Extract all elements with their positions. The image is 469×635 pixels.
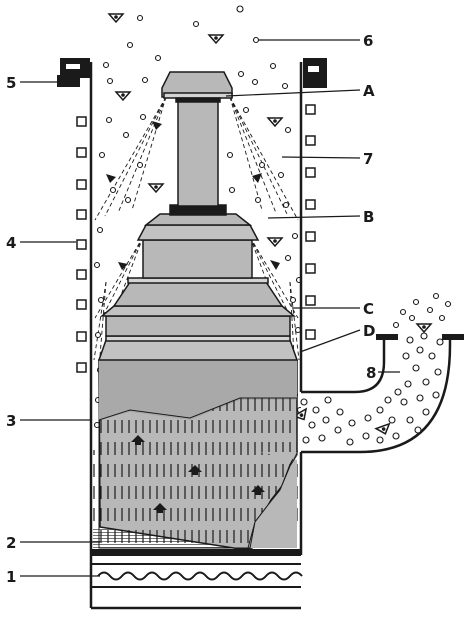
top-flange-right: [303, 58, 327, 88]
label-b: B: [363, 208, 374, 226]
heater: [91, 563, 303, 588]
chute-particles: [300, 292, 452, 446]
column-body: [97, 71, 299, 550]
spray-cone-upper: [94, 96, 299, 221]
label-8: 8: [366, 364, 376, 382]
label-5: 5: [6, 74, 16, 92]
label-6: 6: [363, 32, 373, 50]
leader-lines: [20, 39, 400, 577]
top-flange-left: [57, 58, 90, 87]
label-4: 4: [6, 234, 16, 252]
label-a: A: [363, 82, 375, 100]
label-3: 3: [6, 412, 16, 430]
wall-ports-right: [305, 104, 316, 340]
discharge-chute: [301, 334, 464, 454]
wall-ports-left: [76, 116, 87, 373]
vessel-walls: [89, 62, 303, 610]
label-7: 7: [363, 150, 373, 168]
label-1: 1: [6, 568, 16, 586]
label-2: 2: [6, 534, 16, 552]
spray-arrows: [106, 121, 280, 270]
label-c: C: [363, 300, 374, 318]
label-group: A B C D 7 6 5 4 3 2 1 8: [6, 32, 376, 586]
label-d: D: [363, 322, 375, 340]
